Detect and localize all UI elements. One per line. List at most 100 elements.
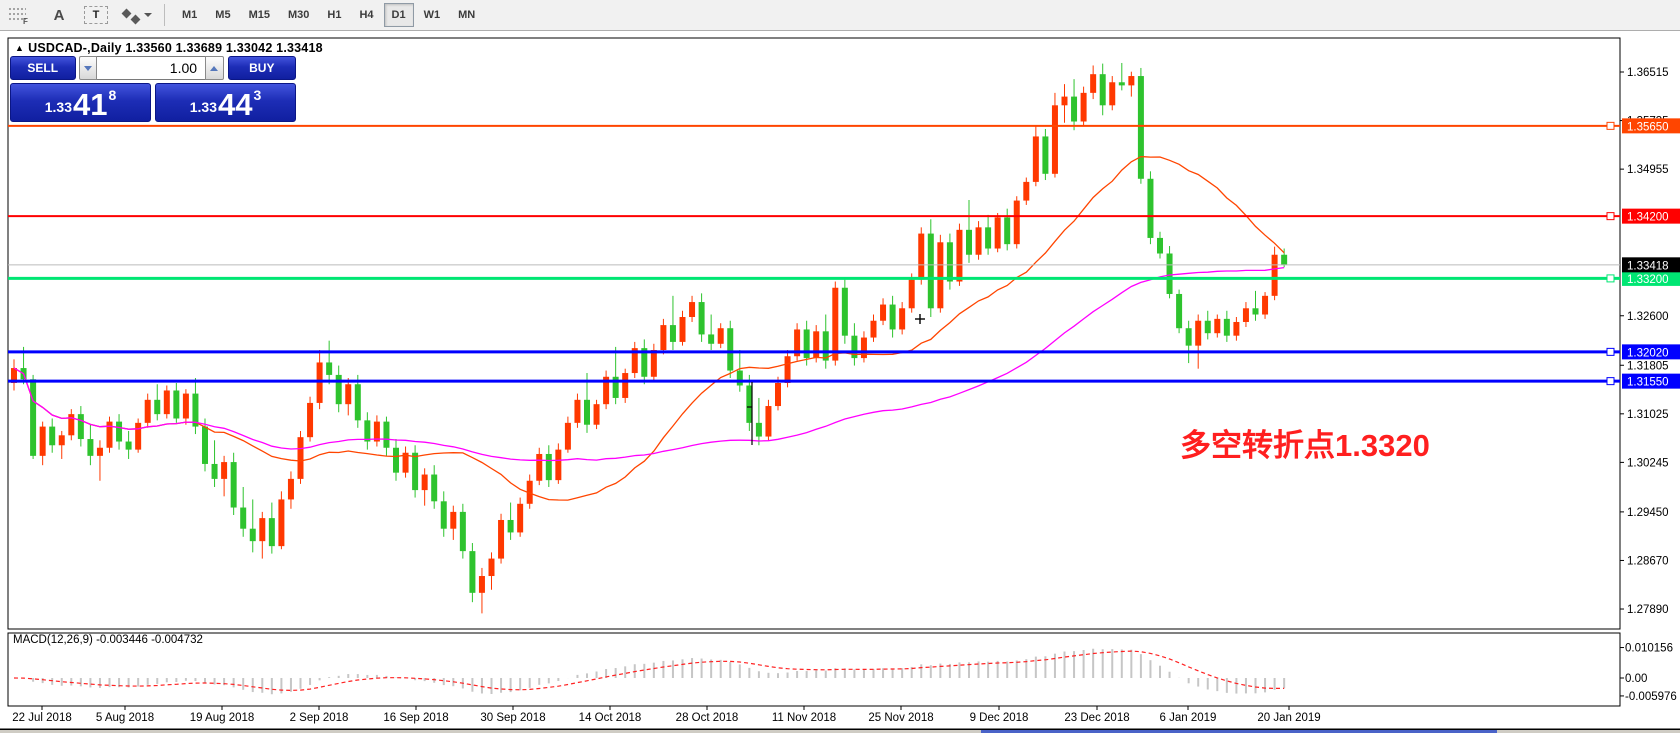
candle-body [364, 420, 371, 442]
candle-body [784, 356, 791, 384]
candle-body [650, 350, 657, 377]
candle-body [1233, 321, 1240, 336]
time-axis-label: 2 Sep 2018 [290, 712, 349, 724]
ohlc-values: 1.33560 1.33689 1.33042 1.33418 [125, 41, 323, 55]
timeframe-button-M15[interactable]: M15 [248, 9, 270, 21]
hline-anchor[interactable] [1606, 212, 1615, 221]
time-axis-label: 9 Dec 2018 [970, 712, 1029, 724]
buy-price-sup: 3 [253, 87, 262, 103]
indicator-grid-icon[interactable]: F [6, 3, 32, 27]
buy-price-big: 44 [217, 87, 253, 123]
price-badge [1622, 344, 1680, 360]
candle-body [1176, 293, 1183, 329]
price-axis-label: 1.34955 [1627, 164, 1669, 176]
price-badge [1622, 373, 1680, 389]
candle-body [1004, 217, 1011, 245]
candle-body [1061, 96, 1068, 106]
candle-body [393, 447, 399, 473]
sell-price-display[interactable]: 1.33 41 8 [10, 83, 151, 122]
candle-body [1157, 237, 1163, 254]
candle-body [87, 439, 94, 456]
candle-body [994, 217, 1001, 249]
timeframe-button-M30[interactable]: M30 [287, 9, 310, 21]
candle-body [316, 362, 323, 403]
candle-body [832, 287, 839, 361]
candle-body [268, 518, 275, 547]
lot-increase-button[interactable] [205, 56, 224, 80]
annotation-text[interactable]: 多空转折点1.3320 [1180, 428, 1430, 463]
candle-body [1071, 96, 1078, 122]
sell-price-sup: 8 [108, 87, 117, 103]
candle-body [631, 348, 638, 374]
macd-indicator-label: MACD(12,26,9) -0.003446 -0.004732 [13, 634, 203, 646]
timeframe-button-H1[interactable]: H1 [327, 9, 342, 21]
candle-body [946, 242, 953, 282]
candle-body [469, 551, 476, 593]
candle-body [125, 441, 132, 450]
hline-anchor[interactable] [1606, 347, 1615, 356]
candle-body [593, 404, 600, 425]
lot-size-input[interactable] [97, 56, 206, 80]
candle-body [11, 368, 17, 384]
candle-body [937, 242, 944, 309]
candle-body [775, 383, 781, 407]
candle-body [373, 421, 380, 442]
candle-body [402, 452, 409, 473]
candle-body [860, 337, 867, 359]
hline-anchor[interactable] [1606, 274, 1615, 283]
candle-body [794, 329, 801, 357]
candle-body [221, 462, 228, 479]
candle-body [1032, 136, 1039, 182]
candle-body [813, 331, 820, 359]
hline-anchor[interactable] [1606, 377, 1615, 386]
candle-body [1051, 105, 1058, 174]
buy-button[interactable]: BUY [227, 56, 297, 80]
hline-anchor[interactable] [1606, 121, 1615, 130]
candle-body [1090, 74, 1097, 93]
candle-body [526, 480, 533, 504]
sell-price-prefix: 1.33 [44, 99, 72, 115]
timeframe-button-MN[interactable]: MN [458, 9, 476, 21]
shapes-icon[interactable] [121, 3, 152, 27]
price-axis-label: 1.30245 [1627, 457, 1669, 469]
candle-body [584, 399, 590, 425]
candle-body [440, 501, 447, 529]
timeframe-button-W1[interactable]: W1 [423, 9, 441, 21]
timeframe-button-M1[interactable]: M1 [182, 9, 198, 21]
shapes-dropdown-caret[interactable] [144, 13, 152, 17]
candle-body [736, 370, 743, 386]
text-a-icon[interactable]: A [53, 6, 65, 24]
candle-body [765, 406, 772, 437]
text-label-icon[interactable]: T [84, 6, 108, 24]
lot-decrease-button[interactable] [78, 56, 98, 80]
candle-body [68, 414, 75, 436]
chart-title: ▲ USDCAD-,Daily 1.33560 1.33689 1.33042 1… [15, 41, 323, 55]
candle-body [163, 390, 170, 415]
timeframe-button-H4[interactable]: H4 [359, 9, 374, 21]
collapse-triangle-icon[interactable]: ▲ [15, 43, 25, 53]
candle-body [727, 328, 734, 371]
macd-layer [13, 648, 1286, 695]
candle-body [307, 402, 314, 438]
sell-button[interactable]: SELL [10, 56, 76, 80]
candle-body [173, 390, 180, 419]
candle-body [135, 422, 142, 450]
candle-body [144, 399, 151, 423]
candle-body [1185, 328, 1192, 346]
candle-body [297, 437, 304, 479]
candle-body [249, 528, 256, 542]
candle-body [192, 393, 199, 427]
candle-body [708, 334, 715, 344]
buy-price-display[interactable]: 1.33 44 3 [155, 83, 296, 122]
timeframe-button-D1[interactable]: D1 [383, 3, 414, 27]
candle-body [880, 304, 887, 321]
candle-body [660, 325, 667, 351]
candle-body [574, 399, 581, 423]
candle-body [975, 227, 982, 255]
scrollbar-thumb[interactable] [981, 730, 1497, 733]
price-badge-label: 1.35650 [1627, 121, 1669, 133]
candle-body [1271, 254, 1278, 296]
timeframe-button-M5[interactable]: M5 [215, 9, 231, 21]
candle-body [698, 302, 705, 335]
